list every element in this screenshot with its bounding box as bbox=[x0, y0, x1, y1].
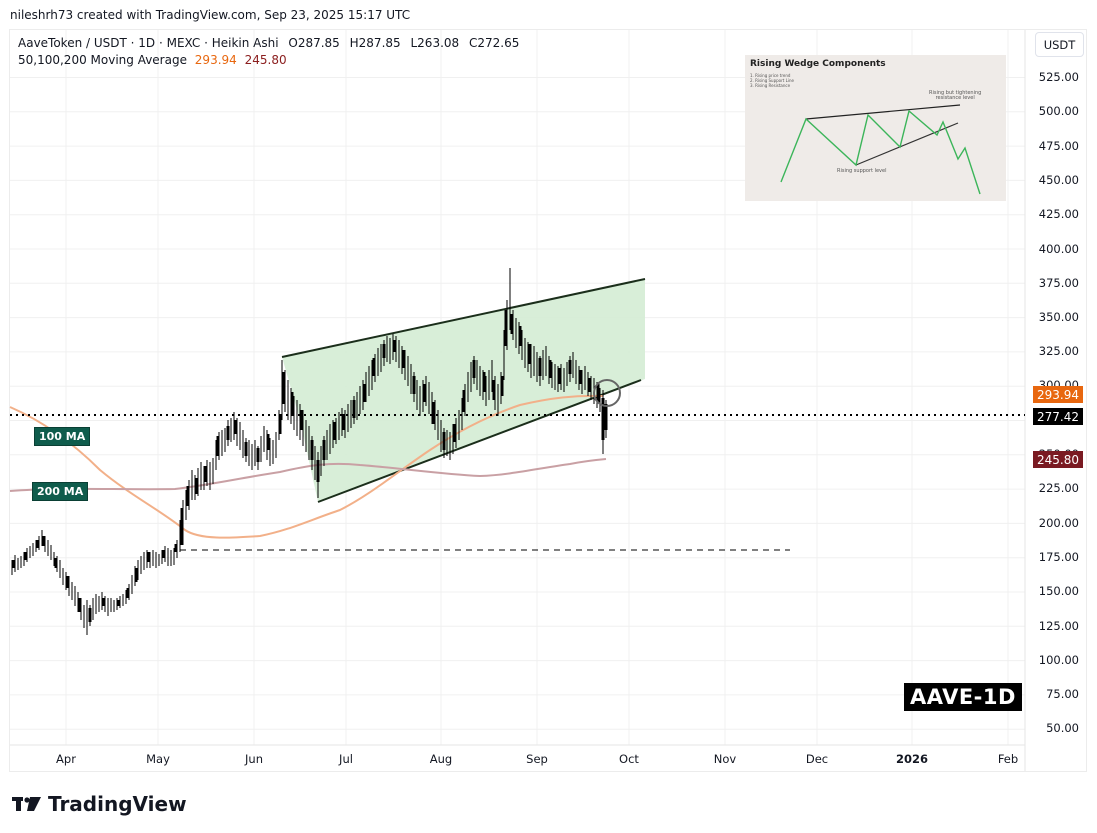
ma-value-100: 293.94 bbox=[194, 53, 237, 67]
breakdown-circle bbox=[593, 379, 621, 407]
low-value: L263.08 bbox=[410, 36, 460, 50]
inset-diagram bbox=[780, 104, 981, 195]
ma-value-200: 245.80 bbox=[244, 53, 287, 67]
time-tick: Dec bbox=[805, 752, 829, 766]
time-tick: Nov bbox=[713, 752, 737, 766]
symbol-info[interactable]: AaveToken / USDT · 1D · MEXC · Heikin As… bbox=[18, 36, 279, 50]
inset-notes: 1. Rising price trend 2. Rising Support … bbox=[750, 73, 794, 88]
time-tick: Sep bbox=[526, 752, 548, 766]
inset-note: 3. Rising Resistance bbox=[750, 83, 791, 88]
footer-brand: TradingView bbox=[48, 792, 187, 816]
ma-indicator-label[interactable]: 50,100,200 Moving Average bbox=[18, 53, 187, 67]
ma200-tag: 200 MA bbox=[32, 482, 89, 501]
last-price-badge: 277.42 bbox=[1033, 408, 1083, 425]
currency-unit-button[interactable]: USDT bbox=[1035, 32, 1084, 57]
price-tick: 375.00 bbox=[1038, 276, 1079, 290]
inset-title: Rising Wedge Components bbox=[750, 59, 886, 69]
time-tick: May bbox=[146, 752, 170, 766]
time-tick: Aug bbox=[429, 752, 453, 766]
price-tick: 125.00 bbox=[1038, 619, 1079, 633]
rising-wedge-inset: Rising Wedge Components 1. Rising price … bbox=[745, 55, 1006, 201]
high-value: H287.85 bbox=[349, 36, 401, 50]
tradingview-logo-icon bbox=[12, 797, 41, 811]
price-tick: 475.00 bbox=[1038, 139, 1079, 153]
price-tick: 100.00 bbox=[1038, 653, 1079, 667]
price-tick: 175.00 bbox=[1038, 550, 1079, 564]
time-tick-year: 2026 bbox=[895, 752, 929, 766]
inset-label-top-text: Rising but tightening bbox=[929, 90, 982, 96]
tradingview-logo[interactable]: TradingView bbox=[12, 792, 187, 816]
inset-note: 1. Rising price trend bbox=[750, 73, 791, 78]
time-tick: Apr bbox=[56, 752, 76, 766]
price-tick: 75.00 bbox=[1046, 687, 1079, 701]
inset-note: 2. Rising Support Line bbox=[750, 78, 794, 83]
price-tick: 350.00 bbox=[1038, 310, 1079, 324]
ma100-tag: 100 MA bbox=[34, 427, 91, 446]
ma100-price-badge: 293.94 bbox=[1033, 386, 1083, 403]
price-tick: 150.00 bbox=[1038, 584, 1079, 598]
price-tick: 500.00 bbox=[1038, 104, 1079, 118]
price-tick: 325.00 bbox=[1038, 344, 1079, 358]
ma-line: 50,100,200 Moving Average 293.94 245.80 bbox=[18, 52, 519, 69]
inset-label-bottom: Rising support level bbox=[837, 168, 887, 174]
time-tick: Jul bbox=[339, 752, 353, 766]
time-tick: Feb bbox=[997, 752, 1019, 766]
symbol-timeframe-tag: AAVE-1D bbox=[904, 683, 1022, 711]
price-tick: 225.00 bbox=[1038, 481, 1079, 495]
inset-label-top-sub: resistance level bbox=[935, 95, 975, 101]
ma200-price-badge: 245.80 bbox=[1033, 451, 1083, 468]
ma100-line bbox=[9, 394, 604, 539]
wedge-support-line[interactable] bbox=[317, 379, 642, 503]
price-tick: 400.00 bbox=[1038, 242, 1079, 256]
time-tick: Oct bbox=[619, 752, 639, 766]
close-value: C272.65 bbox=[469, 36, 520, 50]
symbol-line: AaveToken / USDT · 1D · MEXC · Heikin As… bbox=[18, 35, 519, 52]
time-tick: Jun bbox=[245, 752, 263, 766]
open-value: O287.85 bbox=[288, 36, 340, 50]
price-tick: 425.00 bbox=[1038, 207, 1079, 221]
ma200-line bbox=[9, 458, 607, 492]
chart-credit: nileshrh73 created with TradingView.com,… bbox=[10, 8, 411, 22]
price-tick: 525.00 bbox=[1038, 70, 1079, 84]
wedge-resistance-line[interactable] bbox=[281, 278, 646, 358]
price-tick: 450.00 bbox=[1038, 173, 1079, 187]
price-tick: 50.00 bbox=[1046, 721, 1079, 735]
price-tick: 200.00 bbox=[1038, 516, 1079, 530]
inset-label-top: Rising but tightening resistance level bbox=[929, 91, 981, 101]
candles bbox=[11, 268, 608, 635]
chart-legend: AaveToken / USDT · 1D · MEXC · Heikin As… bbox=[18, 35, 519, 69]
chart-frame[interactable] bbox=[9, 29, 1087, 772]
